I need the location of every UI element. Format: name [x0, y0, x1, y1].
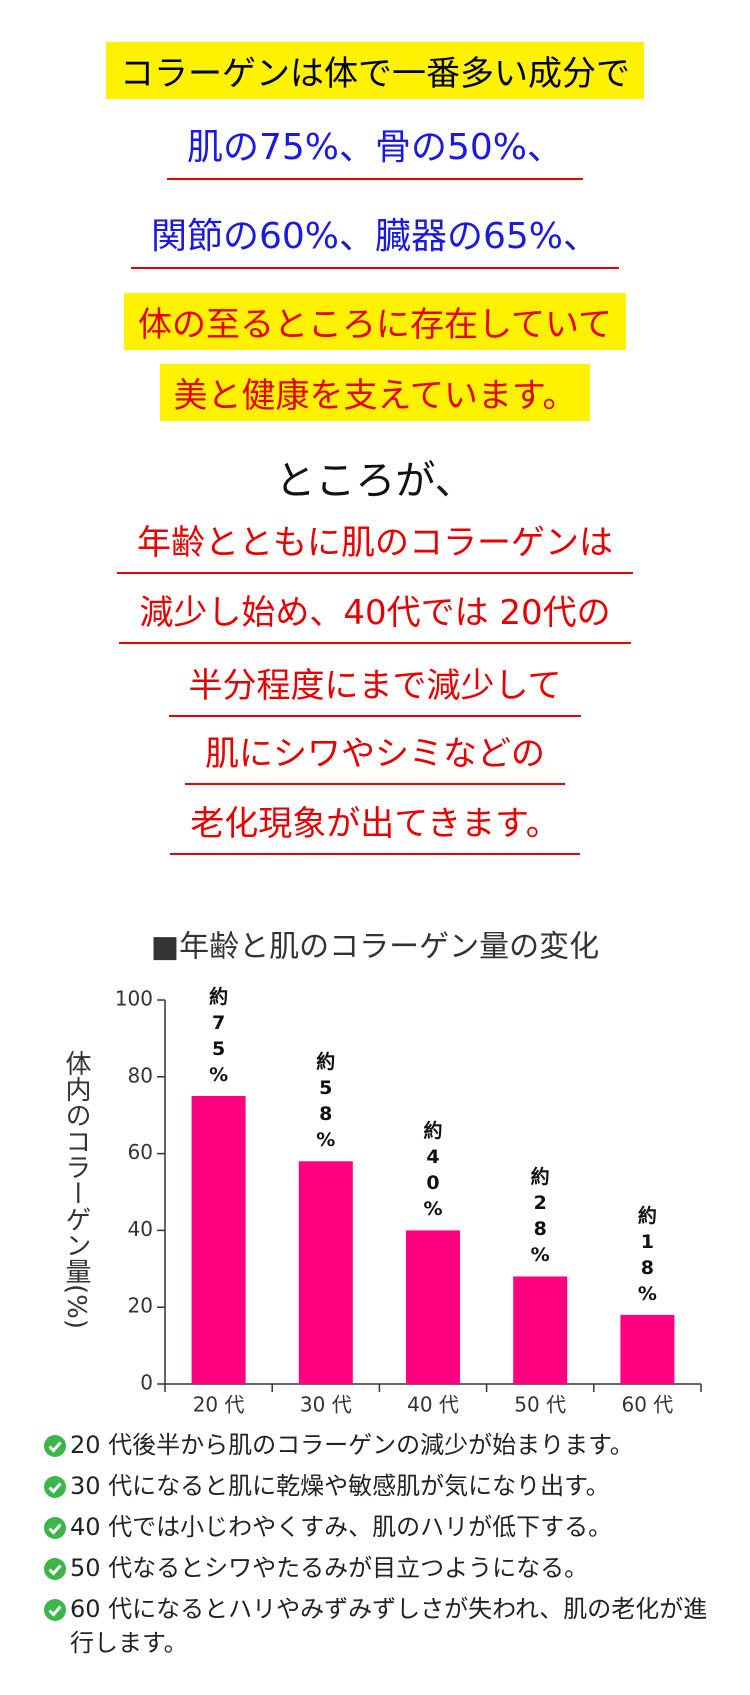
notes: 20 代後半から肌のコラーゲンの減少が始まります。 30 代になると肌に乾燥や敏感…: [44, 1428, 714, 1667]
decline-text: 減少し始め、40代では 20代の: [119, 585, 631, 644]
headline: 体の至るところに存在していて: [0, 293, 750, 350]
y-axis-label: 体内のコラーゲン量(%): [61, 1050, 91, 1329]
note-text: 40 代では小じわやくすみ、肌のハリが低下する。: [70, 1513, 613, 1541]
check-icon: [44, 1599, 66, 1621]
headline: 関節の60%、臓器の65%、: [0, 207, 750, 269]
x-tick-label: 40 代: [407, 1393, 459, 1417]
value-label: 約75%: [209, 986, 229, 1086]
headline: 美と健康を支えています。: [0, 364, 750, 421]
chart: ■年齢と肌のコラーゲン量の変化 0 20 40 60 80 100 20 代 30 代 40 代…: [115, 930, 702, 1417]
headline-text: 体の至るところに存在していて: [124, 293, 626, 350]
headline-text: 美と健康を支えています。: [159, 364, 591, 421]
check-icon: [44, 1476, 66, 1498]
x-tick-label: 60 代: [621, 1393, 673, 1417]
turn-text: ところが、: [275, 458, 475, 504]
note-text: 30 代になると肌に乾燥や敏感肌が気になり出す。: [70, 1472, 610, 1500]
decline-line: 肌にシワやシミなどの: [0, 726, 750, 785]
value-label: 約40%: [423, 1120, 443, 1221]
decline-line: 老化現象が出てきます。: [0, 796, 750, 855]
value-label: 約18%: [637, 1204, 657, 1305]
note: 50 代なるとシワやたるみが目立つようになる。: [44, 1551, 714, 1585]
headline-text: 肌の75%、骨の50%、: [166, 118, 584, 180]
headline-text: コラーゲンは体で一番多い成分で: [106, 42, 644, 99]
note: 40 代では小じわやくすみ、肌のハリが低下する。: [44, 1510, 714, 1544]
note: 20 代後半から肌のコラーゲンの減少が始まります。: [44, 1428, 714, 1462]
decline-text: 年齢とともに肌のコラーゲンは: [117, 515, 633, 574]
bar: [191, 1096, 246, 1384]
x-tick-label: 20 代: [193, 1393, 245, 1417]
chart-area: ■年齢と肌のコラーゲン量の変化 0 20 40 60 80 100 20 代 30 代 40 代…: [0, 920, 750, 1440]
note-text: 60 代になるとハリやみずみずしさが失われ、肌の老化が進行します。: [70, 1595, 708, 1657]
check-icon: [44, 1558, 66, 1580]
headline: 肌の75%、骨の50%、: [0, 118, 750, 180]
x-tick-label: 50 代: [514, 1393, 566, 1417]
check-icon: [44, 1517, 66, 1539]
note: 60 代になるとハリやみずみずしさが失われ、肌の老化が進行します。: [44, 1592, 714, 1660]
bar: [298, 1161, 353, 1384]
note: 30 代になると肌に乾燥や敏感肌が気になり出す。: [44, 1469, 714, 1503]
bar: [406, 1230, 460, 1384]
check-icon: [44, 1435, 66, 1457]
y-tick-label: 40: [128, 1217, 153, 1241]
value-label: 約58%: [316, 1051, 336, 1152]
decline-line: 半分程度にまで減少して: [0, 658, 750, 717]
note-text: 50 代なるとシワやたるみが目立つようになる。: [70, 1554, 589, 1582]
bar: [620, 1314, 675, 1384]
x-tick-label: 30 代: [300, 1393, 352, 1417]
decline-line: 年齢とともに肌のコラーゲンは: [0, 515, 750, 574]
chart-title: ■年齢と肌のコラーゲン量の変化: [151, 930, 599, 965]
bar: [513, 1276, 568, 1384]
y-tick-label: 60: [128, 1140, 153, 1164]
decline-line: 減少し始め、40代では 20代の: [0, 585, 750, 644]
decline-text: 半分程度にまで減少して: [168, 658, 582, 717]
note-text: 20 代後半から肌のコラーゲンの減少が始まります。: [70, 1431, 634, 1459]
headline-text: 関節の60%、臓器の65%、: [130, 207, 620, 269]
y-tick-label: 100: [115, 987, 153, 1011]
headline: コラーゲンは体で一番多い成分で: [0, 42, 750, 99]
y-tick-label: 20: [128, 1294, 153, 1318]
y-tick-label: 0: [140, 1371, 153, 1395]
value-label: 約28%: [530, 1166, 550, 1267]
y-tick-label: 80: [128, 1063, 153, 1087]
decline-text: 肌にシワやシミなどの: [185, 726, 565, 785]
decline-text: 老化現象が出てきます。: [170, 796, 580, 855]
